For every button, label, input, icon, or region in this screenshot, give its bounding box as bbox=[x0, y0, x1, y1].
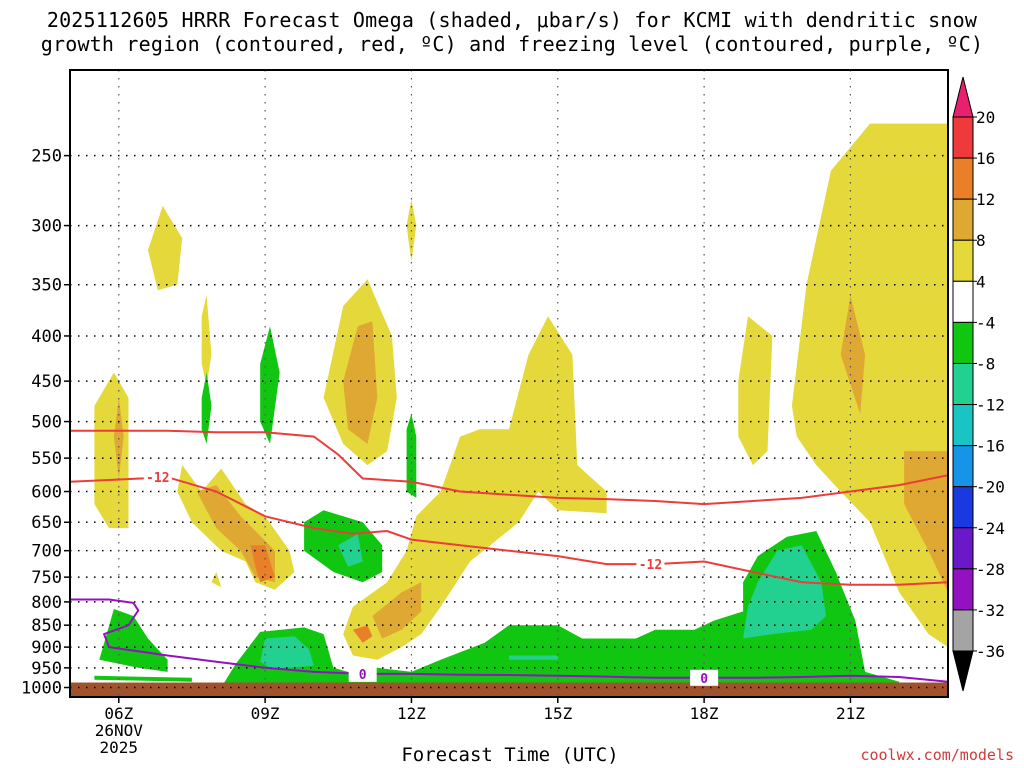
contour-label-bg bbox=[690, 669, 719, 686]
x-axis-title: Forecast Time (UTC) bbox=[401, 744, 619, 766]
y-tick-label-500: 500 bbox=[31, 413, 62, 433]
omega-rise-2100 bbox=[791, 123, 948, 648]
x-tick-label-15Z: 15Z bbox=[543, 704, 572, 723]
colorbar-label-9: -20 bbox=[976, 478, 1005, 497]
colorbar-label-8: -16 bbox=[976, 437, 1005, 456]
y-tick-label-600: 600 bbox=[31, 483, 62, 503]
omega-rise-0900-peak bbox=[250, 545, 275, 583]
colorbar-label-11: -28 bbox=[976, 560, 1005, 579]
colorbar-label-2: 12 bbox=[976, 190, 995, 209]
colorbar-swatch-12 bbox=[952, 609, 974, 652]
x-date-label-0: 26NOV bbox=[95, 721, 144, 740]
colorbar-swatch-4 bbox=[952, 280, 974, 323]
chart-title-line-1: 2025112605 HRRR Forecast Omega (shaded, … bbox=[46, 8, 978, 32]
colorbar-label-7: -12 bbox=[976, 396, 1005, 415]
colorbar-label-1: 16 bbox=[976, 149, 995, 168]
omega-sink-0900 bbox=[260, 326, 280, 444]
colorbar-label-3: 8 bbox=[976, 231, 986, 250]
x-tick-label-09Z: 09Z bbox=[251, 704, 280, 723]
contour-line-0 bbox=[70, 476, 948, 586]
colorbar-swatch-9 bbox=[952, 486, 974, 529]
omega-rise-0800-spot bbox=[211, 572, 222, 588]
chart-title-line-2: growth region (contoured, red, ºC) and f… bbox=[40, 32, 984, 56]
ground-surface bbox=[70, 682, 948, 697]
colorbar-swatch-10 bbox=[952, 527, 974, 570]
x-date-label-1: 2025 bbox=[100, 738, 139, 757]
plot-frame bbox=[69, 69, 949, 698]
colorbar-top-arrow bbox=[952, 76, 974, 118]
omega-rise-0700-high bbox=[148, 205, 183, 291]
y-tick-label-950: 950 bbox=[31, 659, 62, 679]
colorbar-label-4: 4 bbox=[976, 272, 986, 291]
omega-rise-1900 bbox=[738, 316, 773, 466]
omega-sink-0600 bbox=[99, 609, 168, 672]
contour-label-bg bbox=[348, 665, 377, 682]
omega-sink-1400-bar bbox=[509, 655, 558, 660]
colorbar-swatch-8 bbox=[952, 445, 974, 488]
x-tick-label-12Z: 12Z bbox=[397, 704, 426, 723]
x-tick-label-21Z: 21Z bbox=[836, 704, 865, 723]
y-tick-label-1000: 1000 bbox=[21, 679, 62, 699]
y-tick-label-900: 900 bbox=[31, 638, 62, 658]
y-tick-label-250: 250 bbox=[31, 147, 62, 167]
y-tick-label-650: 650 bbox=[31, 513, 62, 533]
contour-line-1 bbox=[70, 429, 948, 506]
colorbar-swatch-0 bbox=[952, 116, 974, 159]
colorbar-swatch-3 bbox=[952, 239, 974, 282]
omega-rise-1100-core bbox=[343, 321, 378, 444]
colorbar-swatch-1 bbox=[952, 157, 974, 200]
colorbar-swatch-5 bbox=[952, 321, 974, 364]
colorbar-swatch-2 bbox=[952, 198, 974, 241]
contour-label: 0 bbox=[359, 668, 367, 683]
contour-label: -12 bbox=[146, 471, 169, 486]
x-tick-label-06Z: 06Z bbox=[104, 704, 133, 723]
omega-rise-1400 bbox=[343, 316, 607, 660]
credit-text: coolwx.com/models bbox=[860, 746, 1014, 764]
y-tick-label-300: 300 bbox=[31, 217, 62, 237]
colorbar-label-6: -8 bbox=[976, 354, 995, 373]
colorbar-label-12: -32 bbox=[976, 601, 1005, 620]
colorbar-swatch-6 bbox=[952, 362, 974, 406]
omega-sink-1200 bbox=[406, 413, 417, 498]
omega-sink-lower bbox=[221, 531, 900, 688]
y-tick-label-850: 850 bbox=[31, 616, 62, 636]
colorbar-label-10: -24 bbox=[976, 519, 1005, 538]
contour-label: -12 bbox=[639, 558, 662, 573]
contour-label-bg bbox=[143, 469, 172, 486]
y-tick-label-550: 550 bbox=[31, 449, 62, 469]
y-tick-label-800: 800 bbox=[31, 593, 62, 613]
contour-label-bg bbox=[636, 556, 665, 573]
omega-sink-0800 bbox=[201, 372, 212, 444]
colorbar-swatch-7 bbox=[952, 404, 974, 447]
colorbar-label-0: 20 bbox=[976, 108, 995, 127]
y-tick-label-450: 450 bbox=[31, 372, 62, 392]
omega-rise-1200-core bbox=[372, 582, 422, 639]
colorbar-swatch-11 bbox=[952, 568, 974, 611]
y-tick-label-350: 350 bbox=[31, 276, 62, 296]
colorbar-label-5: -4 bbox=[976, 313, 995, 332]
contour-label: 0 bbox=[700, 672, 708, 687]
omega-sink-1900-core bbox=[743, 545, 827, 639]
colorbar-bottom-arrow bbox=[952, 650, 974, 692]
omega-sink-sfc-strip bbox=[94, 675, 192, 682]
y-tick-label-750: 750 bbox=[31, 568, 62, 588]
x-tick-label-18Z: 18Z bbox=[690, 704, 719, 723]
omega-sink-0900-core bbox=[260, 636, 314, 668]
y-tick-label-400: 400 bbox=[31, 327, 62, 347]
contour-line-2 bbox=[70, 598, 948, 683]
omega-rise-0800-thin bbox=[201, 295, 212, 386]
omega-rise-2100-core bbox=[840, 295, 866, 414]
y-tick-label-700: 700 bbox=[31, 542, 62, 562]
colorbar-label-13: -36 bbox=[976, 642, 1005, 661]
omega-rise-1100-peak bbox=[352, 625, 373, 643]
